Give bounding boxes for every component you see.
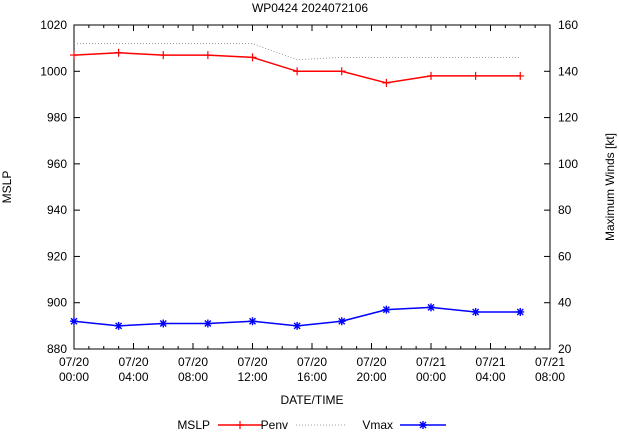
x-tick-label-date: 07/20 [237, 355, 267, 369]
series-vmax [70, 303, 525, 330]
x-tick-label-date: 07/20 [356, 355, 386, 369]
x-tick-label-date: 07/20 [297, 355, 327, 369]
y2-tick-label: 120 [558, 111, 578, 125]
data-point-mslp [516, 71, 525, 80]
data-point-mslp [159, 51, 168, 60]
data-point-mslp [427, 71, 435, 80]
data-point-mslp [114, 48, 123, 57]
data-point-vmax [427, 303, 435, 312]
y-tick-label: 980 [47, 111, 67, 125]
y-tick-label: 960 [47, 157, 67, 171]
x-tick-label-time: 08:00 [178, 370, 208, 384]
y2-tick-label: 60 [558, 249, 572, 263]
y-axis-label: MSLP [0, 171, 14, 204]
y-tick-label: 1000 [40, 64, 67, 78]
series-mslp [70, 48, 525, 87]
y-tick-label: 920 [47, 249, 67, 263]
y2-tick-label: 80 [558, 203, 572, 217]
x-tick-label-time: 16:00 [297, 370, 327, 384]
x-tick-label-time: 00:00 [59, 370, 89, 384]
data-point-vmax [293, 321, 302, 330]
data-point-mslp [248, 53, 257, 62]
series-line-penv [74, 43, 521, 61]
x-tick-label-time: 04:00 [118, 370, 148, 384]
data-point-mslp [293, 67, 302, 76]
x-tick-label-date: 07/20 [118, 355, 148, 369]
data-point-vmax [114, 321, 123, 330]
data-point-vmax [471, 307, 480, 316]
y-tick-label: 880 [47, 342, 67, 356]
x-tick-label-time: 08:00 [535, 370, 565, 384]
data-point-mslp [70, 51, 78, 60]
y2-tick-label: 100 [558, 157, 578, 171]
x-tick-label-date: 07/20 [59, 355, 89, 369]
data-point-vmax [203, 319, 212, 328]
y2-axis-label: Maximum Winds [kt] [603, 133, 617, 241]
y2-tick-label: 140 [558, 64, 578, 78]
x-axis-label: DATE/TIME [280, 393, 343, 407]
x-tick-label-date: 07/21 [535, 355, 565, 369]
legend-label-mslp: MSLP [177, 418, 210, 432]
data-point-vmax [516, 307, 525, 316]
y2-tick-label: 160 [558, 18, 578, 32]
y2-tick-label: 20 [558, 342, 572, 356]
data-point-mslp [382, 78, 391, 87]
chart-title: WP0424 2024072106 [252, 1, 368, 15]
data-point-vmax [248, 317, 257, 326]
legend: MSLP Penv Vmax [177, 418, 446, 432]
legend-label-vmax: Vmax [362, 418, 393, 432]
plot-frame [73, 24, 551, 350]
legend-marker-vmax [419, 421, 427, 429]
series-penv [74, 43, 521, 61]
data-point-vmax [70, 317, 78, 326]
legend-marker-mslp [236, 421, 244, 429]
data-point-mslp [203, 51, 212, 60]
x-tick-label-time: 00:00 [416, 370, 446, 384]
data-point-vmax [337, 317, 346, 326]
data-point-vmax [159, 319, 168, 328]
data-point-mslp [337, 67, 346, 76]
y-tick-label: 900 [47, 296, 67, 310]
data-point-mslp [471, 71, 480, 80]
x-tick-label-time: 20:00 [356, 370, 386, 384]
y2-tick-label: 40 [558, 296, 572, 310]
data-point-vmax [382, 305, 391, 314]
x-tick-label-time: 12:00 [237, 370, 267, 384]
x-tick-label-date: 07/20 [178, 355, 208, 369]
x-tick-label-date: 07/21 [416, 355, 446, 369]
y-tick-label: 940 [47, 203, 67, 217]
x-tick-label-date: 07/21 [475, 355, 505, 369]
x-tick-label-time: 04:00 [475, 370, 505, 384]
legend-label-penv: Penv [261, 418, 288, 432]
y-tick-label: 1020 [40, 18, 67, 32]
